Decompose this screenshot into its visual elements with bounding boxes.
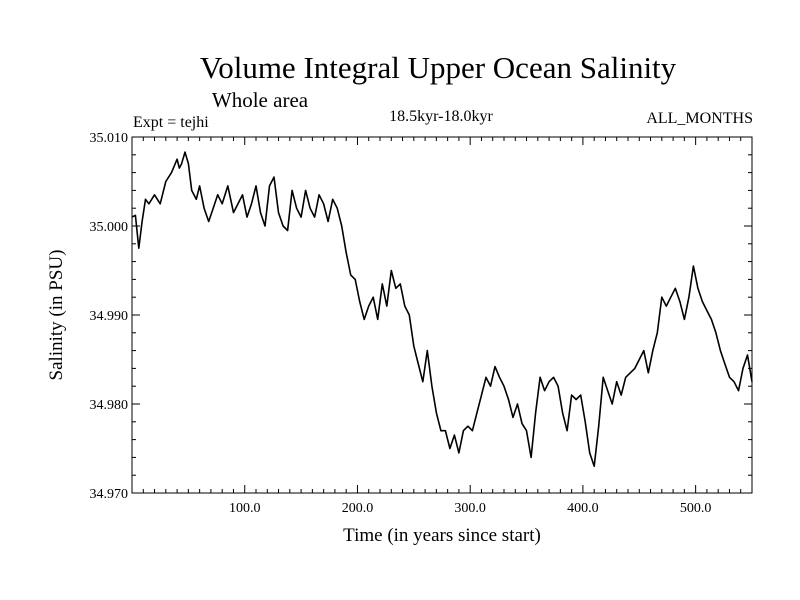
x-tick-label: 500.0	[680, 501, 712, 516]
y-tick-label: 34.980	[90, 398, 129, 413]
y-tick-label: 35.010	[90, 131, 129, 146]
y-tick-label: 35.000	[90, 220, 129, 235]
x-tick-label: 300.0	[454, 501, 486, 516]
y-tick-label: 34.970	[90, 487, 129, 502]
chart-subtitle: Whole area	[212, 88, 309, 112]
chart-title: Volume Integral Upper Ocean Salinity	[200, 50, 677, 85]
x-tick-label: 400.0	[567, 501, 599, 516]
x-tick-label: 200.0	[342, 501, 374, 516]
period-label: 18.5kyr-18.0kyr	[389, 108, 493, 125]
series-layer	[131, 151, 753, 468]
salinity-series-line	[131, 151, 753, 468]
x-axis-label: Time (in years since start)	[343, 525, 541, 546]
x-axis: 100.0 200.0 300.0 400.0 500.0	[142, 137, 742, 516]
months-label: ALL_MONTHS	[646, 110, 753, 127]
y-axis-label: Salinity (in PSU)	[46, 250, 67, 381]
expt-label: Expt = tejhi	[133, 114, 209, 131]
y-axis: 34.970 34.980 34.990 35.000 35.010	[90, 131, 752, 502]
y-tick-label: 34.990	[90, 309, 129, 324]
x-tick-label: 100.0	[229, 501, 261, 516]
